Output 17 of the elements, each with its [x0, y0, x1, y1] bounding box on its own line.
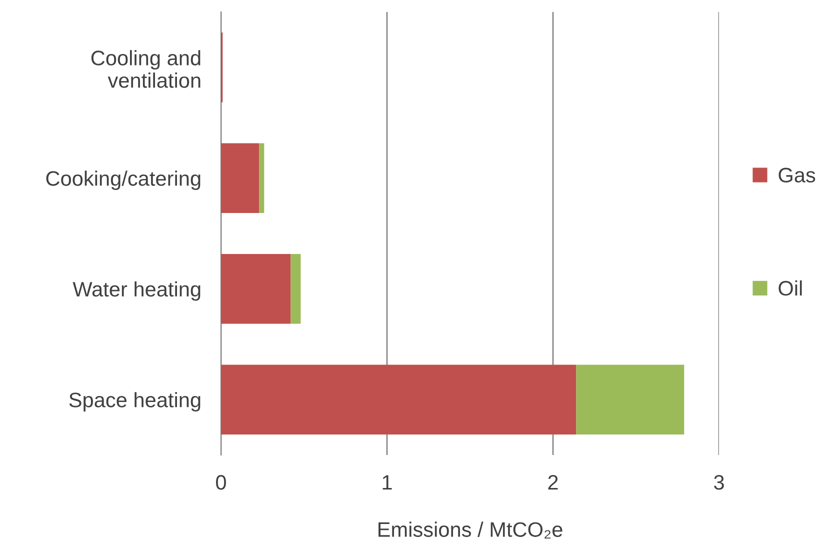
x-tick-label: 0 — [216, 474, 226, 490]
bar — [221, 143, 260, 214]
bar — [221, 254, 291, 324]
y-tick-label: Space heating — [69, 392, 200, 412]
bar — [290, 254, 301, 324]
y-tick-label: Cooking/catering — [46, 170, 200, 190]
x-axis-title: Emissions / MtCO₂e — [378, 522, 562, 539]
y-tick-label: Cooling and ventilation — [91, 50, 200, 88]
x-tick-label: 2 — [548, 474, 558, 490]
legend-label: Gas — [778, 168, 816, 183]
y-tick-label: Water heating — [72, 281, 200, 301]
x-tick-label: 3 — [714, 474, 724, 490]
bar — [576, 364, 684, 435]
x-tick-label: 1 — [382, 475, 392, 490]
legend-label: Oil — [778, 280, 802, 296]
bar — [221, 364, 576, 435]
bar — [259, 143, 264, 214]
